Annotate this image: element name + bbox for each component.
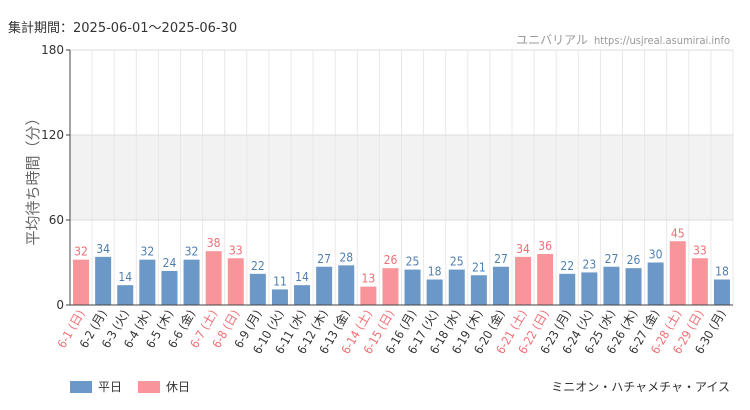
- bar: [426, 279, 443, 305]
- bar-value-label: 24: [163, 256, 177, 270]
- bar: [537, 254, 554, 305]
- bar: [448, 269, 465, 305]
- y-tick-labels: 0 60 120 180: [41, 43, 70, 312]
- bar-value-label: 33: [693, 243, 707, 257]
- bar: [316, 266, 333, 305]
- bar-value-label: 25: [450, 255, 464, 269]
- bar-value-label: 27: [605, 252, 619, 266]
- bar-value-label: 21: [472, 260, 486, 274]
- bar: [669, 241, 686, 305]
- y-tick-label: 0: [56, 298, 64, 312]
- bar: [161, 271, 178, 305]
- bar: [205, 251, 222, 305]
- y-tick-label: 60: [49, 213, 64, 227]
- legend-label-weekday: 平日: [98, 380, 123, 394]
- bar: [95, 256, 112, 305]
- bar: [73, 259, 90, 305]
- bar: [581, 272, 598, 305]
- bar: [691, 258, 708, 305]
- bar-value-label: 26: [384, 253, 398, 267]
- period-label: 集計期間：2025-06-01～2025-06-30: [8, 21, 238, 36]
- bar: [404, 269, 421, 305]
- bar-value-label: 36: [538, 239, 552, 253]
- bar: [338, 265, 355, 305]
- source-credit[interactable]: ユニバリアル https://usjreal.asumirai.info: [516, 31, 730, 48]
- bar-value-label: 14: [295, 270, 309, 284]
- bar: [249, 273, 266, 305]
- bar-value-label: 26: [627, 253, 641, 267]
- x-tick-labels: 6-1 (日)6-2 (月)6-3 (火)6-4 (水)6-5 (木)6-6 (…: [55, 307, 729, 356]
- bar: [559, 273, 576, 305]
- bar-value-label: 45: [671, 226, 685, 240]
- bar-value-label: 28: [339, 250, 353, 264]
- bar: [515, 256, 532, 305]
- bar-value-label: 33: [229, 243, 243, 257]
- bar: [227, 258, 244, 305]
- bar: [603, 266, 620, 305]
- bar-value-label: 32: [185, 245, 199, 259]
- bar: [117, 285, 134, 305]
- legend-item-weekday: 平日: [70, 378, 122, 395]
- credit-name: ユニバリアル: [516, 33, 588, 47]
- legend-label-holiday: 休日: [166, 380, 191, 394]
- bar-value-label: 11: [273, 274, 287, 288]
- bar: [647, 262, 664, 305]
- bar-value-label: 34: [516, 242, 530, 256]
- credit-url[interactable]: https://usjreal.asumirai.info: [594, 34, 730, 47]
- y-tick-label: 180: [41, 43, 64, 57]
- legend-item-holiday: 休日: [138, 378, 190, 395]
- y-axis-label: 平均待ち時間（分）: [24, 110, 42, 245]
- bar-value-label: 14: [118, 270, 132, 284]
- bar: [382, 268, 399, 305]
- legend-swatch-holiday: [138, 380, 161, 393]
- bar: [294, 285, 311, 305]
- bar-value-label: 27: [317, 252, 331, 266]
- bar: [360, 286, 377, 305]
- bar-value-label: 22: [560, 259, 574, 273]
- bar: [271, 289, 288, 305]
- legend: 平日 休日: [70, 378, 190, 395]
- y-tick-label: 120: [41, 128, 64, 142]
- bar: [470, 275, 487, 305]
- legend-swatch-weekday: [70, 380, 92, 393]
- bar-value-label: 18: [715, 265, 729, 279]
- bar-value-label: 27: [494, 252, 508, 266]
- bar-value-label: 25: [406, 255, 420, 269]
- bar-value-label: 32: [140, 245, 154, 259]
- bar-value-label: 32: [74, 245, 88, 259]
- axes: [69, 50, 733, 306]
- bar-value-label: 30: [649, 248, 663, 262]
- bar: [713, 279, 730, 305]
- grid-lines: [69, 49, 734, 305]
- bar: [183, 259, 200, 305]
- bar-value-label: 13: [361, 272, 375, 286]
- attraction-name: ミニオン・ハチャメチャ・アイス: [551, 380, 730, 394]
- bar-value-label: 34: [96, 242, 110, 256]
- bar-value-label: 22: [251, 259, 265, 273]
- bars: [73, 241, 730, 305]
- bar: [625, 268, 642, 305]
- bar-value-label: 23: [582, 257, 596, 271]
- bar-value-label: 18: [428, 265, 442, 279]
- bar: [492, 266, 509, 305]
- bar: [139, 259, 156, 305]
- bar-value-label: 38: [207, 236, 221, 250]
- value-labels: 32 34 14 32 24 32 38 33 22 11 14 27 28 13 26 25 18 25 21 27…: [74, 226, 729, 288]
